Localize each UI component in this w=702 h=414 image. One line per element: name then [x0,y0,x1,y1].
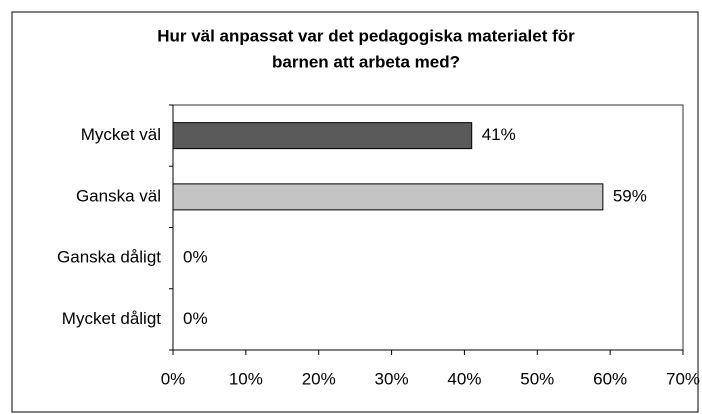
chart-title: barnen att arbeta med? [272,52,460,71]
chart-frame [11,11,699,413]
x-tick-label: 50% [520,369,554,388]
value-label: 59% [613,186,647,205]
y-tick-label: Mycket dåligt [62,309,161,328]
value-label: 0% [183,309,208,328]
x-tick-label: 10% [229,369,263,388]
bar [172,122,473,150]
x-tick-label: 40% [447,369,481,388]
chart-title: Hur väl anpassat var det pedagogiska mat… [157,26,575,45]
y-tick-label: Ganska väl [76,186,161,205]
x-tick-label: 70% [666,369,700,388]
value-label: 0% [183,248,208,267]
value-label: 41% [482,125,516,144]
y-tick-label: Ganska dåligt [57,248,161,267]
x-tick-label: 60% [593,369,627,388]
x-tick-label: 20% [302,369,336,388]
x-tick-label: 30% [375,369,409,388]
y-tick-label: Mycket väl [81,125,161,144]
x-tick-label: 0% [161,369,186,388]
bar [172,183,604,211]
